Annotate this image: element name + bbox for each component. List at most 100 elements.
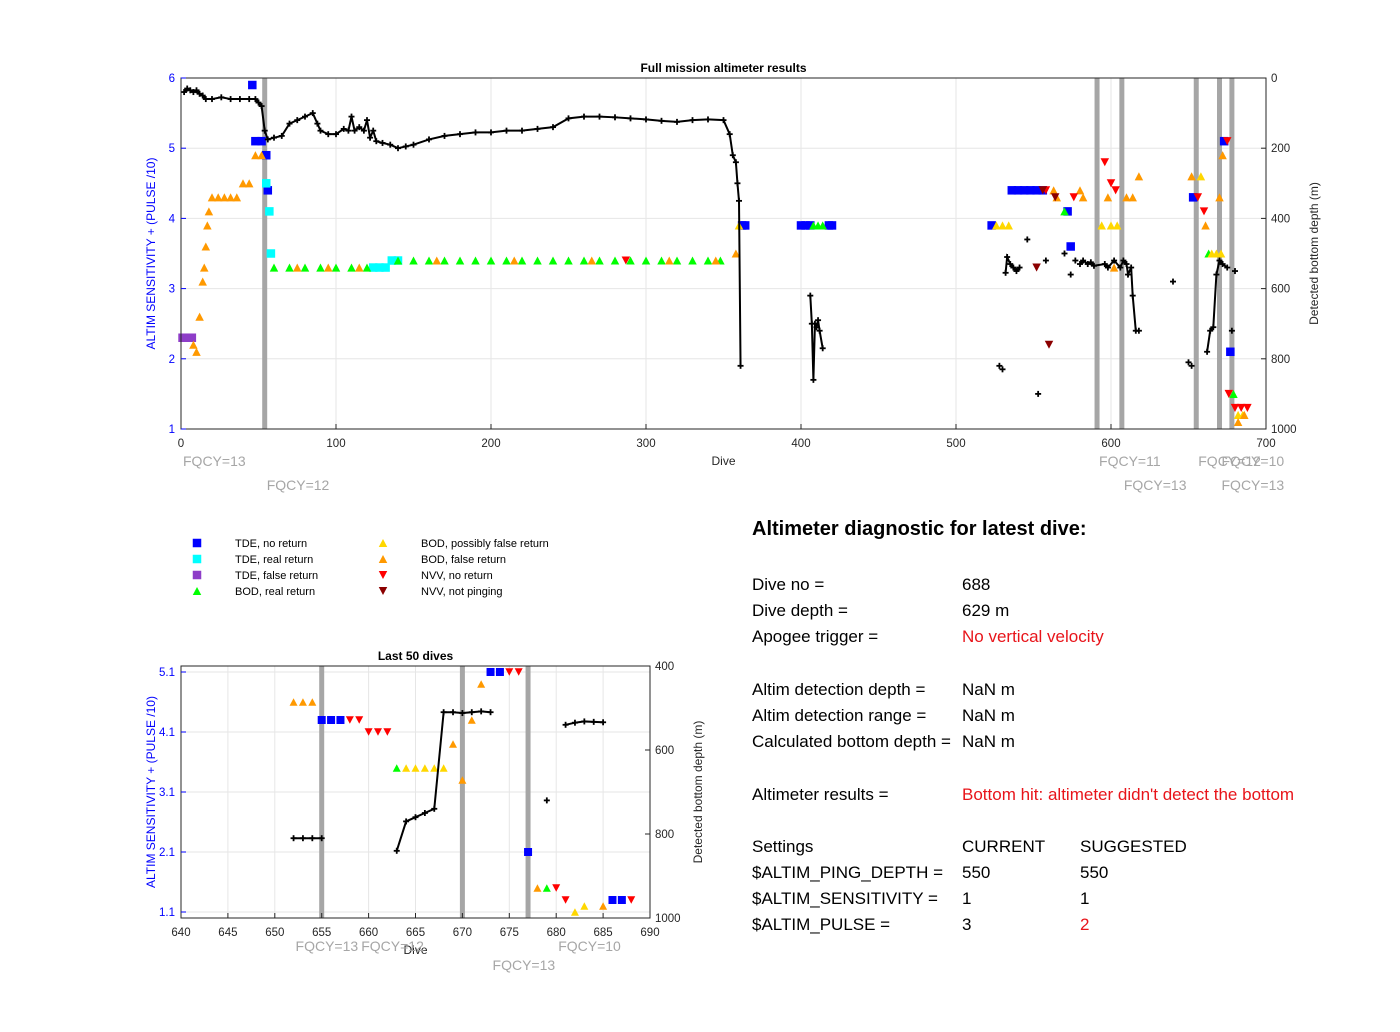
legend-marker-bod_real xyxy=(192,586,202,596)
full-tde_none-marker xyxy=(257,136,266,146)
full-bod_false-marker xyxy=(355,263,364,272)
full-bod_false-marker xyxy=(1109,263,1119,272)
last50-bod_possible-marker xyxy=(411,764,420,772)
last50-x-tick-label: 685 xyxy=(594,927,613,939)
full-bod_false-marker xyxy=(1078,193,1088,202)
legend-marker-bod_false xyxy=(378,554,388,564)
last50-y-right-tick-label: 400 xyxy=(655,661,674,673)
full-chart-title: Full mission altimeter results xyxy=(640,61,806,75)
full-bod_real-marker xyxy=(331,263,341,272)
full-bod_real-marker xyxy=(362,263,372,272)
full-nvv_none-marker xyxy=(1243,403,1252,412)
full-x-tick-label: 400 xyxy=(791,438,810,450)
last50-y-right-tick-label: 800 xyxy=(655,829,674,841)
full-bod_false-marker xyxy=(1218,151,1227,160)
full-x-tick-label: 200 xyxy=(481,438,500,450)
last50-tde_none-marker xyxy=(317,716,326,724)
full-bod_possible-marker xyxy=(1112,221,1122,230)
last50-tde_none-marker xyxy=(336,716,345,724)
setting-sensitivity-row: $ALTIM_SENSITIVITY = 1 1 xyxy=(752,889,1392,915)
altim-detection-range-label: Altim detection range = xyxy=(752,705,927,725)
setting-pulse-label: $ALTIM_PULSE = xyxy=(752,915,891,935)
last50-y-left-tick-label: 3.1 xyxy=(159,787,175,799)
full-tde_none-marker xyxy=(1063,207,1072,216)
full-tde_none-marker xyxy=(1219,136,1229,146)
last50-tde_none-marker xyxy=(524,848,533,856)
last50-y-left-tick-label: 5.1 xyxy=(159,667,175,679)
full-tde_real-marker xyxy=(387,256,397,265)
full-nvv_none-marker xyxy=(1224,389,1234,398)
full-y-right-tick-label: 400 xyxy=(1271,213,1290,225)
last50-bod_possible-marker xyxy=(402,764,411,772)
full-bod_false-marker xyxy=(257,151,266,160)
full-bod_real-marker xyxy=(455,256,465,265)
full-nvv_off-marker xyxy=(1050,193,1060,202)
setting-pulse-current: 3 xyxy=(962,915,972,935)
full-tde_none-marker xyxy=(806,221,815,230)
dive-depth-row: Dive depth = 629 m xyxy=(752,601,1392,627)
full-nvv_none-marker xyxy=(1199,207,1209,216)
last50-bod_possible-marker xyxy=(420,764,429,772)
last50-bod_false-marker xyxy=(298,698,307,706)
legend-label-tde_none: TDE, no return xyxy=(235,538,307,550)
settings-header-label: Settings xyxy=(752,836,814,856)
full-bod_false-marker xyxy=(189,340,198,349)
legend-marker-tde_false xyxy=(192,570,202,580)
legend-label-bod_real: BOD, real return xyxy=(235,586,315,598)
last50-bod_possible-marker xyxy=(580,902,589,910)
last50-fqcy-label: FQCY=13 xyxy=(296,938,359,954)
legend-label-bod_possible: BOD, possibly false return xyxy=(421,538,549,550)
full-fqcy-label: FQCY=12 xyxy=(1198,453,1261,469)
last50-bod_false-marker xyxy=(533,884,542,892)
full-tde_none-marker xyxy=(1026,186,1035,195)
full-nvv_none-marker xyxy=(1193,193,1203,202)
last50-y-right-tick-label: 600 xyxy=(655,745,674,757)
full-bod_real-marker xyxy=(579,256,589,265)
last50-y-left-tick-label: 2.1 xyxy=(159,847,175,859)
full-tde_none-marker xyxy=(1007,186,1017,195)
dive-no-value: 688 xyxy=(962,575,991,594)
full-bod_possible-marker xyxy=(1004,221,1013,230)
full-tde_real-marker xyxy=(368,263,378,272)
full-bod_false-marker xyxy=(587,256,596,265)
full-bod_real-marker xyxy=(347,263,356,272)
full-bod_real-marker xyxy=(595,256,604,265)
full-x-tick-label: 300 xyxy=(636,438,655,450)
last50-y-left-axis-label: ALTIM SENSITIVITY + (PULSE /10) xyxy=(144,696,158,888)
full-bod_possible-marker xyxy=(1097,221,1106,230)
altim-detection-depth-label: Altim detection depth = xyxy=(752,679,926,699)
last50-nvv_none-marker xyxy=(364,728,373,736)
altim-detection-depth-row: Altim detection depth = NaN m xyxy=(752,680,1392,706)
full-tde_real-marker xyxy=(266,249,276,258)
full-bod_false-marker xyxy=(1201,221,1210,230)
full-bod_false-marker xyxy=(1240,410,1249,419)
full-bod_possible-marker xyxy=(1196,172,1206,181)
last50-nvv_none-marker xyxy=(345,716,354,724)
settings-header-suggested: SUGGESTED xyxy=(1080,836,1187,856)
full-tde_none-marker xyxy=(801,221,810,230)
last50-bod_false-marker xyxy=(458,776,467,784)
calculated-bottom-depth-label: Calculated bottom depth = xyxy=(752,732,951,752)
last50-x-tick-label: 675 xyxy=(500,927,519,939)
full-bod_real-marker xyxy=(641,256,651,265)
full-nvv_none-marker xyxy=(1230,403,1240,412)
full-bod_false-marker xyxy=(232,193,242,202)
last50-y-right-tick-label: 1000 xyxy=(655,913,681,925)
setting-ping-depth-suggested: 550 xyxy=(1080,863,1109,883)
legend-label-tde_false: TDE, false return xyxy=(235,570,318,582)
last50-tde_none-marker xyxy=(327,716,336,724)
full-tde_none-marker xyxy=(1019,186,1029,195)
last50-bod_real-marker xyxy=(542,884,551,892)
last50-bod_false-marker xyxy=(449,740,458,748)
full-bod_false-marker xyxy=(1134,172,1144,181)
last50-nvv_none-marker xyxy=(355,716,364,724)
full-bod_false-marker xyxy=(204,207,214,216)
full-tde_none-marker xyxy=(827,221,837,230)
full-y-right-tick-label: 600 xyxy=(1271,284,1290,296)
full-bod_real-marker xyxy=(1229,389,1238,398)
legend-marker-nvv_off xyxy=(378,586,388,596)
full-tde_real-marker xyxy=(375,263,384,272)
full-bod_real-marker xyxy=(818,221,827,230)
legend-marker-tde_none xyxy=(192,538,202,548)
